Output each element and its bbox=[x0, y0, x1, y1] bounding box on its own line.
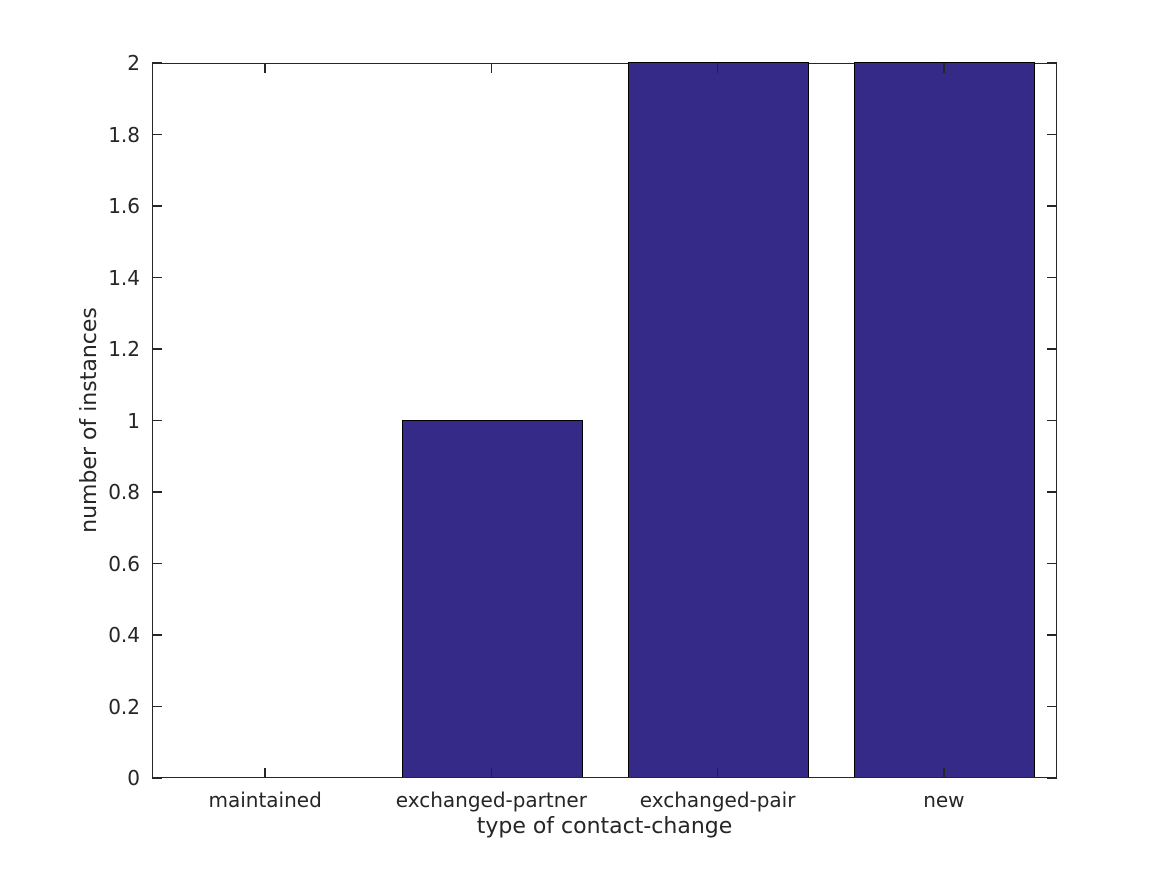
y-tick-left bbox=[152, 348, 162, 350]
y-tick-right bbox=[1047, 419, 1057, 422]
y-tick-right bbox=[1047, 276, 1057, 279]
y-tick-right bbox=[1047, 133, 1057, 136]
y-tick-right bbox=[1047, 205, 1057, 207]
x-tick-bottom bbox=[264, 768, 266, 778]
y-tick-label: 0.6 bbox=[108, 551, 140, 576]
y-tick-left bbox=[152, 205, 162, 207]
y-tick-left bbox=[152, 276, 162, 279]
bar-new bbox=[854, 62, 1036, 777]
x-tick-bottom bbox=[490, 768, 493, 778]
y-tick-left bbox=[152, 62, 162, 64]
bar-exchanged-pair bbox=[628, 62, 810, 777]
y-tick-right bbox=[1047, 634, 1057, 636]
y-tick-label: 0 bbox=[127, 766, 140, 790]
plot-area bbox=[152, 62, 1057, 778]
y-tick-left bbox=[152, 491, 162, 493]
y-tick-left bbox=[152, 419, 162, 422]
y-tick-label: 1.6 bbox=[108, 194, 140, 218]
y-tick-left bbox=[152, 133, 162, 136]
x-category-label-exchanged-partner: exchanged-partner bbox=[395, 788, 587, 812]
y-tick-left bbox=[152, 705, 162, 708]
y-tick-right bbox=[1047, 348, 1057, 350]
x-tick-top bbox=[264, 63, 266, 73]
y-tick-label: 0.4 bbox=[108, 623, 140, 647]
x-category-label-exchanged-pair: exchanged-pair bbox=[639, 788, 796, 812]
x-tick-top bbox=[490, 63, 493, 73]
x-tick-bottom bbox=[716, 768, 719, 778]
x-tick-bottom bbox=[943, 768, 945, 778]
x-tick-top bbox=[716, 63, 719, 73]
y-tick-left bbox=[152, 562, 162, 565]
x-category-label-maintained: maintained bbox=[208, 788, 322, 812]
x-tick-top bbox=[943, 63, 945, 73]
y-tick-left bbox=[152, 634, 162, 636]
y-tick-label: 1.2 bbox=[108, 337, 140, 361]
x-axis-label: type of contact-change bbox=[476, 814, 733, 839]
y-tick-right bbox=[1047, 777, 1057, 779]
y-tick-label: 0.8 bbox=[108, 480, 140, 504]
y-tick-left bbox=[152, 777, 162, 779]
y-tick-right bbox=[1047, 705, 1057, 708]
y-tick-right bbox=[1047, 62, 1057, 64]
y-tick-right bbox=[1047, 562, 1057, 565]
y-tick-label: 0.2 bbox=[108, 694, 140, 719]
x-category-label-new: new bbox=[923, 788, 965, 812]
y-tick-right bbox=[1047, 491, 1057, 493]
y-tick-label: 1 bbox=[127, 408, 140, 433]
bar-exchanged-partner bbox=[401, 419, 583, 777]
y-tick-label: 1.8 bbox=[108, 122, 140, 147]
y-tick-label: 1.4 bbox=[108, 265, 140, 290]
y-tick-label: 2 bbox=[127, 51, 140, 75]
